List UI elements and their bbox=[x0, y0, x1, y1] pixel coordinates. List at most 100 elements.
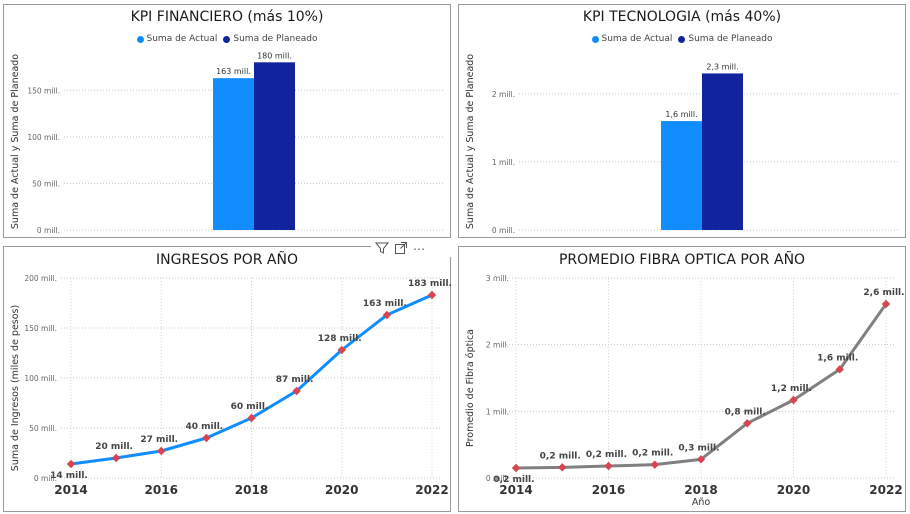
bar-suma-de-actual bbox=[661, 121, 702, 230]
x-tick-label: 2018 bbox=[235, 483, 268, 497]
x-tick-label: 2020 bbox=[325, 483, 358, 497]
y-tick-label: 1 mill. bbox=[486, 407, 509, 416]
y-tick-label: 150 mill. bbox=[24, 324, 57, 333]
data-label: 0,2 mill. bbox=[586, 450, 627, 460]
y-tick-label: 100 mill. bbox=[27, 133, 60, 142]
data-label: 180 mill. bbox=[257, 51, 292, 60]
ingresos-line-chart: 0 mill. 50 mill. 100 mill. 150 mill. 200 mil… bbox=[10, 274, 452, 497]
data-label: 0,8 mill. bbox=[725, 407, 766, 417]
data-point-marker bbox=[382, 310, 392, 320]
data-label: 40 mill. bbox=[186, 422, 224, 432]
promedio-fibra-optica-panel[interactable]: PROMEDIO FIBRA OPTICA POR AÑO 0 mill. 1 m… bbox=[458, 246, 906, 512]
y-tick-label: 3 mill. bbox=[486, 274, 509, 283]
kpi-tecnologia-chart: 0 mill. 1 mill. 2 mill. Suma de Actual y Su… bbox=[465, 54, 899, 235]
legend-label: Suma de Planeado bbox=[233, 34, 318, 44]
x-tick-label: 2022 bbox=[869, 483, 902, 497]
data-label: 163 mill. bbox=[363, 299, 407, 309]
filter-icon[interactable] bbox=[374, 241, 390, 258]
data-label: 87 mill. bbox=[276, 375, 314, 385]
data-label: 183 mill. bbox=[408, 279, 452, 289]
y-tick-label: 50 mill. bbox=[29, 424, 57, 433]
y-tick-label: 2 mill. bbox=[492, 90, 515, 99]
y-tick-label: 200 mill. bbox=[24, 274, 57, 283]
kpi-financiero-panel[interactable]: KPI FINANCIERO (más 10%) Suma de Actual … bbox=[3, 4, 451, 238]
chart-title: KPI TECNOLOGIA (más 40%) bbox=[582, 9, 782, 25]
data-label: 20 mill. bbox=[95, 442, 133, 452]
x-tick-label: 2020 bbox=[777, 483, 810, 497]
y-tick-label: 0 mill. bbox=[486, 474, 509, 483]
x-tick-label: 2022 bbox=[415, 483, 448, 497]
data-label: 1,6 mill. bbox=[665, 110, 697, 119]
data-point-marker bbox=[157, 446, 166, 456]
chart-title: INGRESOS POR AÑO bbox=[156, 252, 298, 268]
chart-title: KPI FINANCIERO (más 10%) bbox=[130, 9, 324, 25]
chart-legend: Suma de Actual Suma de Planeado bbox=[459, 34, 905, 44]
chart-legend: Suma de Actual Suma de Planeado bbox=[4, 34, 450, 44]
legend-dot bbox=[591, 35, 599, 43]
kpi-tecnologia-panel[interactable]: KPI TECNOLOGIA (más 40%) Suma de Actual … bbox=[458, 4, 906, 238]
data-label: 14 mill. bbox=[50, 471, 88, 481]
data-point-marker bbox=[789, 395, 798, 405]
y-tick-label: 2 mill. bbox=[486, 341, 509, 350]
data-label: 27 mill. bbox=[140, 435, 178, 445]
data-point-marker bbox=[743, 419, 752, 428]
data-point-marker bbox=[558, 463, 567, 472]
x-tick-label: 2018 bbox=[684, 483, 717, 497]
legend-item-actual[interactable]: Suma de Actual bbox=[591, 34, 673, 44]
data-point-marker bbox=[881, 299, 891, 309]
legend-label: Suma de Actual bbox=[146, 34, 218, 44]
data-point-marker bbox=[427, 290, 437, 300]
legend-dot bbox=[223, 35, 231, 43]
data-label: 0,2 mill. bbox=[632, 449, 673, 459]
data-label: 163 mill. bbox=[216, 67, 251, 76]
x-tick-label: 2016 bbox=[592, 483, 625, 497]
data-point-marker bbox=[247, 413, 256, 423]
y-tick-label: 0 mill. bbox=[37, 226, 60, 235]
x-tick-label: 2014 bbox=[499, 483, 532, 497]
legend-label: Suma de Planeado bbox=[688, 34, 773, 44]
data-label: 0,2 mill. bbox=[540, 451, 581, 461]
focus-mode-icon[interactable] bbox=[394, 241, 408, 258]
more-options-icon[interactable]: ⋯ bbox=[413, 242, 425, 256]
data-label: 1,6 mill. bbox=[817, 353, 858, 363]
data-point-marker bbox=[66, 459, 76, 469]
data-label: 2,6 mill. bbox=[863, 288, 904, 298]
bar-suma-de-actual bbox=[213, 78, 254, 230]
legend-item-planeado[interactable]: Suma de Planeado bbox=[678, 34, 772, 44]
chart-title: PROMEDIO FIBRA OPTICA POR AÑO bbox=[558, 252, 806, 268]
data-label: 60 mill. bbox=[231, 402, 269, 412]
data-point-marker bbox=[111, 453, 121, 463]
legend-item-planeado[interactable]: Suma de Planeado bbox=[223, 34, 317, 44]
x-axis-title: Año bbox=[692, 497, 711, 508]
y-tick-label: 50 mill. bbox=[32, 179, 60, 188]
legend-dot bbox=[678, 35, 686, 43]
y-axis-title: Suma de Actual y Suma de Planeado bbox=[10, 54, 21, 229]
y-tick-label: 1 mill. bbox=[492, 158, 515, 167]
y-axis-title: Suma de Ingresos (miles de pesos) bbox=[10, 305, 21, 471]
kpi-financiero-chart: 0 mill. 50 mill. 100 mill. 150 mill. Suma de… bbox=[10, 51, 444, 235]
legend-item-actual[interactable]: Suma de Actual bbox=[136, 34, 218, 44]
y-axis-title: Promedio de Fibra óptica bbox=[465, 329, 476, 447]
data-point-marker bbox=[696, 455, 706, 464]
data-point-marker bbox=[337, 345, 346, 355]
x-tick-label: 2016 bbox=[145, 483, 178, 497]
legend-label: Suma de Actual bbox=[601, 34, 673, 44]
data-label: 128 mill. bbox=[318, 334, 362, 344]
y-tick-label: 150 mill. bbox=[27, 86, 60, 95]
bar-suma-de-planeado bbox=[254, 62, 295, 230]
y-tick-label: 0 mill. bbox=[492, 226, 515, 235]
data-label: 1,2 mill. bbox=[771, 384, 812, 394]
bar-suma-de-planeado bbox=[702, 73, 743, 230]
data-point-marker bbox=[202, 433, 211, 443]
fibra-optica-line-chart: 0 mill. 1 mill. 2 mill. 3 mill. 2014 2016 2018… bbox=[465, 274, 905, 508]
data-label: 2,3 mill. bbox=[706, 62, 738, 71]
y-axis-title: Suma de Actual y Suma de Planeado bbox=[465, 54, 476, 229]
y-tick-label: 0 mill. bbox=[34, 474, 57, 483]
data-point-marker bbox=[604, 461, 613, 471]
data-point-marker bbox=[835, 365, 844, 374]
x-tick-label: 2014 bbox=[54, 483, 87, 497]
ingresos-por-ano-panel[interactable]: INGRESOS POR AÑO 0 mill. 50 mill. 100 mill… bbox=[3, 241, 455, 512]
data-point-marker bbox=[650, 460, 659, 469]
legend-dot bbox=[136, 35, 144, 43]
data-label: 0,2 mill. bbox=[493, 475, 534, 485]
